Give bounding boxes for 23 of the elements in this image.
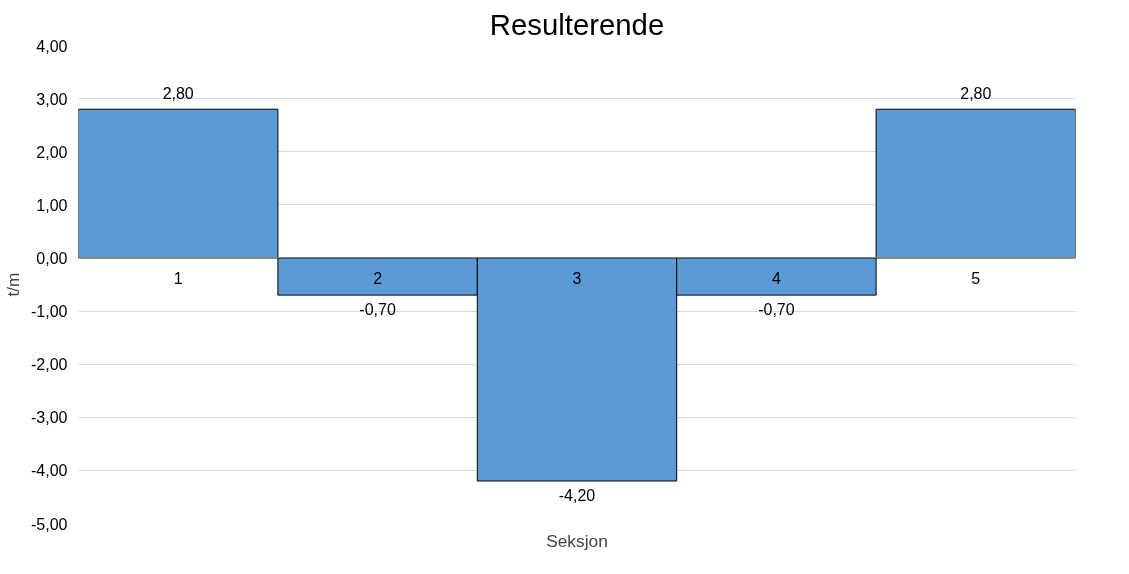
x-tick-label: 1 — [173, 269, 183, 287]
data-label: 2,80 — [162, 85, 194, 103]
data-label: -0,70 — [359, 301, 396, 319]
chart-title: Resulterende — [489, 7, 665, 41]
x-tick-label: 3 — [572, 269, 582, 287]
y-tick-label: -5,00 — [31, 515, 68, 533]
x-axis-title: Seksjon — [546, 530, 608, 551]
y-tick-label: 0,00 — [36, 249, 68, 267]
data-label: 2,80 — [960, 85, 992, 103]
y-tick-label: 2,00 — [36, 143, 68, 161]
y-tick-label: -3,00 — [31, 409, 68, 427]
x-tick-label: 5 — [971, 269, 981, 287]
y-tick-label: -4,00 — [31, 462, 68, 480]
x-tick-label: 2 — [373, 269, 383, 287]
y-tick-label: -2,00 — [31, 356, 68, 374]
y-tick-label: 1,00 — [36, 196, 68, 214]
y-tick-label: -1,00 — [31, 303, 68, 321]
data-label: -0,70 — [758, 301, 795, 319]
y-tick-label: 4,00 — [36, 37, 68, 55]
x-tick-label: 4 — [771, 269, 781, 287]
y-tick-label: 3,00 — [36, 90, 68, 108]
data-label: -4,20 — [558, 487, 596, 505]
y-axis-title: t/m — [3, 272, 24, 297]
